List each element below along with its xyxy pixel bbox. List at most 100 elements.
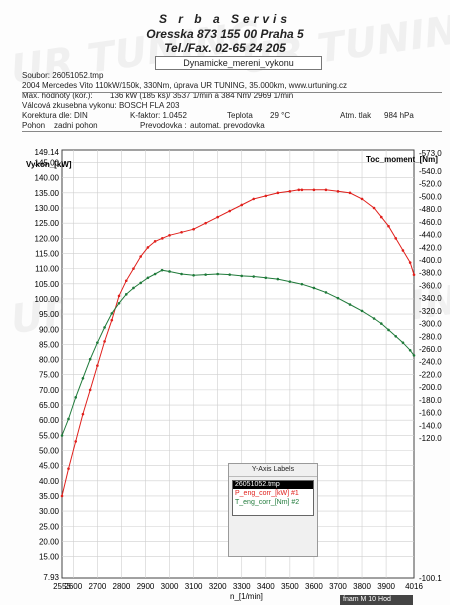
y-right-tick-label: -520.0 (419, 180, 442, 189)
power-point (297, 188, 301, 192)
x-tick-label: 2800 (113, 582, 131, 591)
company-phone: Tel./Fax. 02-65 24 205 (164, 41, 286, 55)
torque-point (372, 317, 376, 320)
x-tick-label: 2900 (137, 582, 155, 591)
power-point (408, 261, 412, 264)
x-tick-label: 3900 (377, 582, 395, 591)
torque-point (146, 276, 150, 280)
torque-point (67, 417, 70, 421)
series-layer (60, 188, 416, 498)
torque-point (348, 303, 352, 306)
y-right-tick-label: -300.0 (419, 320, 442, 329)
drive-label: Pohon (22, 121, 46, 130)
power-point (216, 215, 219, 219)
torque-point (360, 309, 364, 313)
torque-point (288, 280, 292, 283)
power-point (276, 191, 280, 195)
y-right-tick-label: -140.0 (419, 421, 442, 430)
correction-standard: Korektura dle: DIN (22, 111, 88, 120)
y-left-tick-label: 145.00 (35, 159, 60, 168)
power-point (312, 188, 316, 192)
power-point (153, 240, 157, 243)
company-address: Oresska 873 155 00 Praha 5 (146, 27, 304, 41)
y-left-min-label: 7.93 (43, 573, 59, 582)
y-right-tick-label: -200.0 (419, 383, 442, 392)
power-point (60, 494, 64, 498)
torque-point (252, 275, 256, 278)
y-left-tick-label: 110.00 (35, 265, 59, 274)
torque-point (103, 326, 106, 329)
x-tick-label: 3500 (281, 582, 299, 591)
torque-point (379, 322, 383, 325)
torque-point (240, 274, 244, 278)
x-axis-title: n_[1/min] (230, 592, 263, 601)
y-left-tick-label: 70.00 (39, 386, 60, 395)
y-left-tick-label: 115.00 (35, 249, 59, 258)
power-point (192, 227, 195, 231)
y-left-tick-label: 30.00 (39, 507, 60, 516)
y-right-tick-label: -320.0 (419, 307, 442, 316)
x-tick-label: 3100 (185, 582, 203, 591)
y-axis-right-title: Toc_moment_[Nm] (366, 155, 438, 164)
y-left-tick-label: 75.00 (39, 371, 60, 380)
y-left-tick-label: 80.00 (39, 356, 60, 365)
bottom-status-box: fnam M 10 Hod (340, 595, 413, 605)
torque-point (264, 276, 268, 280)
torque-point (336, 296, 340, 300)
torque-point (312, 286, 316, 290)
x-tick-label: 3700 (329, 582, 347, 591)
x-tick-label: 2600 (64, 582, 82, 591)
gearbox-label: Prevodovka : (140, 121, 187, 130)
x-tick-label: 3300 (233, 582, 251, 591)
power-point (204, 221, 207, 225)
torque-point (132, 286, 135, 290)
x-tick-label: 3400 (257, 582, 275, 591)
power-point (103, 340, 106, 343)
power-point (387, 224, 390, 228)
y-left-tick-label: 95.00 (39, 310, 60, 319)
torque-point (300, 282, 304, 286)
torque-point (387, 328, 390, 332)
k-factor: K-faktor: 1.0452 (130, 111, 187, 120)
power-point (324, 188, 328, 192)
temperature-label: Teplota (227, 111, 253, 120)
y-left-tick-label: 55.00 (39, 431, 60, 440)
y-left-tick-label: 45.00 (39, 462, 60, 471)
drive-value: zadni pohon (54, 121, 98, 130)
legend-entry-torque[interactable]: T_eng_corr_[Nm] #2 (235, 499, 300, 506)
x-min-label: 2553 (53, 582, 71, 591)
temperature-value: 29 °C (270, 111, 291, 120)
power-point (146, 246, 150, 249)
power-point (300, 188, 304, 192)
y-left-tick-label: 125.00 (35, 219, 60, 228)
torque-point (394, 335, 398, 338)
info-separator (22, 92, 442, 93)
power-point (74, 440, 78, 443)
y-right-tick-label: -380.0 (419, 269, 442, 278)
power-point (161, 237, 164, 240)
x-tick-label: 3600 (305, 582, 323, 591)
power-point (412, 273, 416, 276)
y-left-max-label: 149.14 (35, 148, 60, 157)
y-right-min-label: -100.1 (419, 574, 442, 583)
power-point (401, 249, 405, 252)
legend-entry-power[interactable]: P_eng_corr_[kW] #1 (235, 490, 299, 497)
y-left-tick-label: 35.00 (39, 492, 60, 501)
y-right-tick-label: -440.0 (419, 231, 442, 240)
y-right-tick-label: -480.0 (419, 205, 442, 214)
y-axis-legend[interactable]: Y-Axis Labels 26051052.tmp P_eng_corr_[k… (228, 463, 318, 557)
torque-point (117, 301, 121, 305)
y-left-tick-label: 100.00 (35, 295, 60, 304)
power-point (81, 412, 85, 416)
torque-point (276, 277, 280, 281)
power-point (96, 364, 99, 367)
info-separator (22, 131, 442, 132)
power-curve (61, 189, 415, 497)
y-left-tick-label: 15.00 (39, 553, 60, 562)
y-left-tick-label: 20.00 (39, 537, 60, 546)
y-right-tick-label: -540.0 (419, 167, 442, 176)
pressure-value: 984 hPa (384, 111, 414, 120)
legend-file[interactable]: 26051052.tmp (233, 481, 313, 489)
report-subtitle: Dynamicke_mereni_vykonu (155, 56, 322, 70)
power-point (288, 190, 292, 193)
